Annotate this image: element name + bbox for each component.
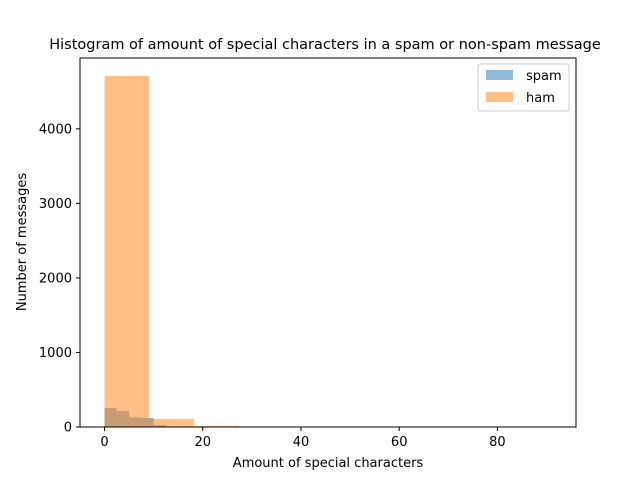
y-axis-label: Number of messages [15,173,30,311]
x-tick-label: 20 [194,435,211,450]
ham-bar [149,418,194,427]
x-axis-ticks: 0 20 40 60 80 [100,427,506,450]
legend: spam ham [477,63,570,112]
x-tick-label: 40 [293,435,310,450]
ham-bar [193,425,239,427]
plot-frame [79,57,577,428]
spam-legend-label: spam [526,69,562,84]
x-axis-label: Amount of special characters [233,456,424,471]
y-axis-ticks: 0 1000 2000 3000 4000 [39,122,80,436]
y-tick-label: 4000 [39,122,72,137]
spam-legend-swatch [486,70,513,80]
x-tick-label: 60 [391,435,408,450]
y-tick-label: 0 [64,421,72,436]
y-tick-label: 1000 [39,346,72,361]
ham-legend-swatch [486,92,513,102]
x-tick-label: 0 [100,435,108,450]
x-tick-label: 80 [489,435,506,450]
y-tick-label: 3000 [39,197,72,212]
y-tick-label: 2000 [39,271,72,286]
bars-group [104,75,552,428]
chart-title: Histogram of amount of special character… [49,37,601,53]
ham-bar [104,75,150,428]
ham-legend-label: ham [526,91,555,106]
